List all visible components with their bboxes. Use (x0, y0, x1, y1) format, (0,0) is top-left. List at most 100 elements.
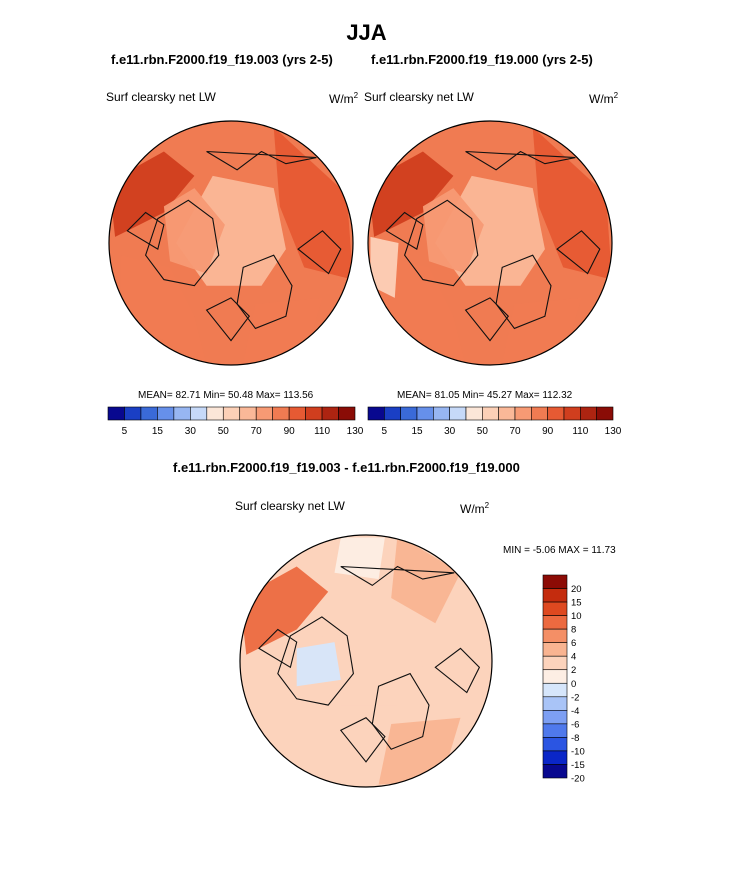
colorbar-tick-label: 130 (347, 426, 364, 437)
colorbar-tick-label: -20 (571, 774, 585, 785)
colorbar-box (124, 406, 142, 421)
region-hudson-bay (370, 236, 399, 298)
left-stats: MEAN= 82.71 Min= 50.48 Max= 113.56 (138, 390, 314, 401)
colorbar-box (173, 406, 191, 421)
colorbar-box (239, 406, 257, 421)
colorbar-tick-label: -15 (571, 760, 585, 771)
colorbar-box (542, 710, 568, 725)
colorbar-tick-label: 10 (571, 611, 582, 622)
map-panel-1 (108, 120, 354, 366)
colorbar-tick-label: 5 (122, 426, 128, 437)
colorbar-box (542, 655, 568, 671)
colorbar-tick-label: 30 (444, 426, 456, 437)
colorbar-box (514, 406, 532, 421)
colorbar-tick-label: 0 (571, 679, 576, 690)
coastline-5 (556, 230, 601, 275)
region-siberia (391, 535, 461, 624)
colorbar-box (157, 406, 175, 421)
colorbar-box (321, 406, 339, 421)
right-colorbar: 5 15 30 50 70 90 110 130 (367, 406, 622, 437)
colorbar-box (542, 696, 568, 711)
colorbar-box (255, 406, 273, 421)
colorbar-box (482, 406, 499, 421)
colorbar-box (542, 750, 568, 765)
region-bering-sea (334, 537, 385, 580)
diff-stats: MIN = -5.06 MAX = 11.73 (503, 545, 616, 556)
colorbar-box (400, 406, 418, 421)
colorbar-tick-label: 30 (185, 426, 197, 437)
coastline-4 (126, 211, 165, 250)
colorbar-tick-label: 20 (571, 584, 582, 595)
colorbar-box (531, 406, 548, 421)
colorbar-box (547, 406, 565, 421)
region-north-america (380, 255, 466, 365)
right-variable-label: Surf clearsky net LW (364, 90, 474, 104)
coastline-1 (144, 199, 220, 287)
map-field (109, 121, 353, 365)
colorbar-tick-label: 50 (218, 426, 230, 437)
right-panel-title: f.e11.rbn.F2000.f19_f19.000 (yrs 2-5) (371, 52, 593, 67)
colorbar-tick-label: -4 (571, 706, 579, 717)
coastline-6 (464, 297, 510, 342)
map-field (368, 121, 612, 365)
region-greenland (163, 188, 225, 274)
coastline-4 (385, 211, 424, 250)
map-panel-3 (239, 534, 493, 788)
colorbar-box (384, 406, 401, 421)
colorbar-box (563, 406, 581, 421)
colorbar-box (140, 406, 158, 421)
colorbar-tick-label: 5 (382, 426, 388, 437)
colorbar-box (190, 406, 208, 421)
colorbar-tick-label: 50 (477, 426, 489, 437)
colorbar-box (433, 406, 450, 421)
diff-variable-label: Surf clearsky net LW (235, 499, 345, 513)
coastline-3 (206, 150, 317, 171)
coastline-4 (258, 628, 298, 669)
map-border (367, 120, 613, 366)
coastline-1 (277, 616, 354, 706)
diff-panel-title: f.e11.rbn.F2000.f19_f19.003 - f.e11.rbn.… (173, 460, 520, 475)
colorbar-box (367, 406, 385, 421)
colorbar-tick-label: 90 (542, 426, 554, 437)
left-colorbar: 5 15 30 50 70 90 110 130 (107, 406, 364, 437)
colorbar-box (542, 682, 568, 698)
colorbar-tick-label: 15 (571, 598, 582, 609)
coastline-1 (403, 199, 479, 287)
colorbar-box (498, 406, 516, 421)
map-field (240, 535, 492, 787)
colorbar-box (416, 406, 434, 421)
colorbar-box (222, 406, 241, 421)
colorbar-box (542, 628, 568, 643)
colorbar-box (542, 737, 568, 752)
colorbar-box (542, 723, 568, 738)
colorbar-tick-label: 90 (284, 426, 296, 437)
coastline-6 (339, 717, 386, 763)
colorbar-tick-label: 110 (314, 426, 330, 437)
colorbar-tick-label: 8 (571, 625, 576, 636)
region-greenland (422, 188, 484, 274)
colorbar-box (542, 642, 568, 657)
coastline-3 (465, 150, 576, 171)
left-variable-label: Surf clearsky net LW (106, 90, 216, 104)
colorbar-tick-label: 15 (411, 426, 423, 437)
region-north-america (121, 255, 207, 365)
colorbar-box (107, 406, 125, 421)
map-border (108, 120, 354, 366)
colorbar-tick-label: -2 (571, 692, 579, 703)
colorbar-box (542, 615, 568, 630)
colorbar-tick-label: -10 (571, 746, 585, 757)
colorbar-box (338, 406, 356, 421)
colorbar-tick-label: -6 (571, 719, 579, 730)
colorbar-box (206, 406, 224, 421)
coastline-5 (297, 230, 342, 275)
coastline-6 (205, 297, 251, 342)
colorbar-tick-label: 2 (571, 665, 576, 676)
left-panel-title: f.e11.rbn.F2000.f19_f19.003 (yrs 2-5) (111, 52, 333, 67)
colorbar-tick-label: 130 (605, 426, 622, 437)
colorbar-tick-label: 6 (571, 638, 576, 649)
page-title: JJA (346, 20, 387, 45)
map-border (239, 534, 493, 788)
colorbar-box (305, 406, 323, 421)
right-stats: MEAN= 81.05 Min= 45.27 Max= 112.32 (397, 390, 573, 401)
